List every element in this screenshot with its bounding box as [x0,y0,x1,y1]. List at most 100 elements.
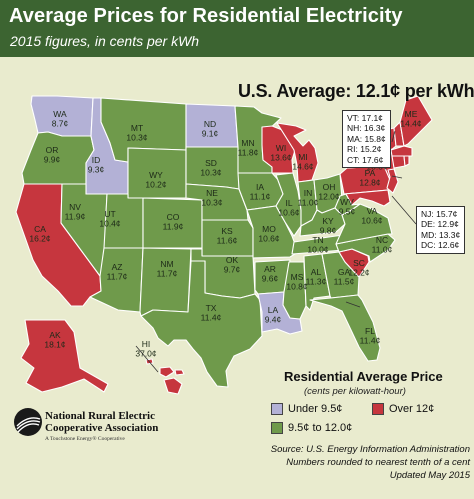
state-price-pa: 12.8¢ [359,178,381,188]
state-label-mo: MO [262,224,276,234]
state-nj [386,168,399,194]
state-label-nc: NC [376,235,388,245]
state-label-ia: IA [256,182,264,192]
state-price-va: 10.6¢ [361,216,383,226]
state-hi2 [174,369,185,376]
state-md [343,189,391,207]
northeast-callout-line: VT: 17.1¢ [347,113,383,123]
state-price-id: 9.3¢ [88,165,105,175]
state-label-ms: MS [291,272,304,282]
state-price-co: 11.9¢ [163,222,184,232]
state-wv [334,193,361,216]
state-price-wv: 9.5¢ [339,207,356,217]
state-price-ar: 9.6¢ [262,274,279,284]
state-price-nv: 11.9¢ [65,212,86,222]
page-title: Average Prices for Residential Electrici… [9,5,403,27]
state-ma [390,145,413,157]
state-price-mt: 10.3¢ [126,133,148,143]
state-price-wa: 8.7¢ [52,119,69,129]
state-label-id: ID [92,155,101,165]
state-il [275,172,302,237]
state-price-mn: 11.8¢ [238,148,259,158]
leader-line [345,301,361,308]
state-label-mi: MI [298,152,307,162]
state-label-ok: OK [226,255,239,265]
state-label-co: CO [167,212,180,222]
state-label-il: IL [285,198,292,208]
state-label-ca: CA [34,224,46,234]
state-label-sc: SC [353,258,365,268]
northeast-callout-line: RI: 15.2¢ [347,144,382,155]
state-label-nv: NV [69,202,81,212]
state-label-wa: WA [53,109,67,119]
state-price-ms: 10.8¢ [286,282,308,292]
legend-under-swatch [271,403,283,415]
state-price-al: 11.3¢ [306,277,327,287]
legend-subtitle: (cents per kilowatt-hour) [304,386,406,397]
state-label-al: AL [311,267,322,277]
state-price-tn: 10.0¢ [307,245,329,255]
organization-name: National Rural Electric Cooperative Asso… [45,410,158,434]
legend-under: Under 9.5¢ [271,403,342,415]
state-price-or: 9.9¢ [44,155,61,165]
midatlantic-callout-line: DE: 12.9¢ [421,219,459,230]
organization-name-line-1: National Rural Electric [45,410,155,422]
state-label-sd: SD [205,158,217,168]
state-label-ky: KY [322,216,334,226]
state-price-ia: 11.1¢ [250,192,271,202]
state-label-ks: KS [221,226,233,236]
state-price-ak: 18.1¢ [44,340,66,350]
state-price-mo: 10.6¢ [258,234,280,244]
state-label-nd: ND [204,119,216,129]
midatlantic-callout-line: MD: 13.3¢ [421,229,461,240]
title-banner: Average Prices for Residential Electrici… [0,0,474,57]
state-price-me: 14.4¢ [400,119,422,129]
legend-over-label: Over 12¢ [389,403,435,415]
state-label-in: IN [304,188,313,198]
midatlantic-callout-line: DC: 12.6¢ [421,240,460,251]
northeast-callout: VT: 17.1¢ NH: 16.3¢ MA: 15.8¢ RI: 15.2¢ CT: … [342,110,391,169]
legend-over: Over 12¢ [372,403,434,415]
state-price-sc: 12.2¢ [348,268,370,278]
state-label-la: LA [268,305,279,315]
state-price-wy: 10.2¢ [145,180,167,190]
state-label-oh: OH [323,182,336,192]
state-price-ks: 11.6¢ [217,236,238,246]
state-price-la: 9.4¢ [265,315,282,325]
legend-mid: 9.5¢ to 12.0¢ [271,422,352,434]
state-label-ak: AK [49,330,61,340]
nreca-logo-icon [14,408,42,436]
us-average-label: U.S. Average: 12.1¢ per kWh [238,81,474,101]
midatlantic-callout: NJ: 15.7¢ DE: 12.9¢ MD: 13.3¢ DC: 12.6¢ [416,206,466,254]
state-price-nd: 9.1¢ [202,129,219,139]
state-label-wi: WI [276,143,286,153]
source-note: Source: U.S. Energy Information Administ… [230,443,470,482]
state-ct [391,155,406,169]
state-price-in: 11.0¢ [298,198,319,208]
legend-over-swatch [372,403,384,415]
state-label-mt: MT [131,123,143,133]
northeast-callout-line: MA: 15.8¢ [347,133,386,144]
state-ri [403,155,410,167]
state-price-ne: 10.3¢ [201,198,223,208]
state-label-az: AZ [112,262,123,272]
state-label-ut: UT [104,209,115,219]
organization-name-line-2: Cooperative Association [45,422,159,434]
legend-under-label: Under 9.5¢ [288,403,343,415]
state-label-wv: WV [340,197,354,207]
midatlantic-callout-line: NJ: 15.7¢ [421,209,458,219]
state-price-tx: 11.4¢ [201,313,222,323]
leader-line [391,195,417,225]
state-label-wy: WY [149,170,163,180]
state-price-az: 11.7¢ [107,272,128,282]
state-mi [276,122,319,183]
legend-mid-swatch [271,422,283,434]
legend-mid-label: 9.5¢ to 12.0¢ [288,422,353,434]
state-price-fl: 11.4¢ [360,336,381,346]
state-price-sd: 10.3¢ [200,168,222,178]
state-price-wi: 13.6¢ [270,153,292,163]
state-label-tx: TX [206,303,217,313]
state-tx [140,260,263,388]
state-hi1 [159,366,175,378]
state-label-pa: PA [365,168,376,178]
